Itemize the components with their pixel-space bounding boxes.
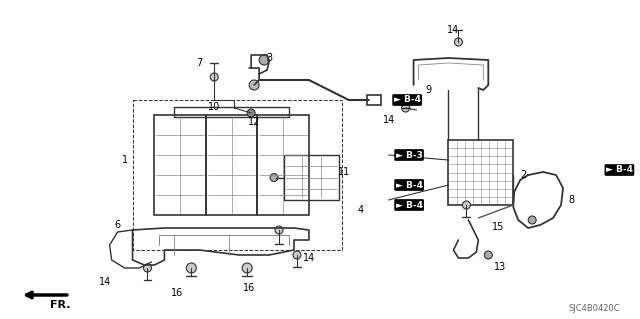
Text: 7: 7	[196, 58, 202, 68]
Circle shape	[484, 251, 492, 259]
Text: FR.: FR.	[49, 300, 70, 310]
Circle shape	[143, 264, 152, 272]
Text: 12: 12	[248, 117, 260, 127]
Circle shape	[186, 263, 196, 273]
Circle shape	[270, 174, 278, 182]
Text: 14: 14	[447, 25, 460, 35]
Text: 9: 9	[426, 85, 431, 95]
Text: SJC4B0420C: SJC4B0420C	[568, 304, 620, 313]
Circle shape	[463, 201, 470, 209]
Text: 2: 2	[520, 170, 526, 180]
Text: ► B-4: ► B-4	[396, 181, 422, 189]
Bar	[449, 140, 513, 205]
Text: 5: 5	[399, 98, 404, 108]
Circle shape	[454, 38, 463, 46]
Bar	[132, 100, 342, 250]
Circle shape	[211, 73, 218, 81]
Circle shape	[247, 109, 255, 117]
Bar	[154, 115, 206, 215]
Text: 6: 6	[115, 220, 121, 230]
Text: 8: 8	[568, 195, 574, 205]
Bar	[284, 155, 339, 200]
Text: ► B-4: ► B-4	[396, 201, 422, 210]
Text: 15: 15	[492, 222, 504, 232]
Text: 14: 14	[99, 277, 111, 287]
Text: 16: 16	[172, 288, 184, 298]
Bar	[367, 95, 381, 105]
Text: 1: 1	[122, 155, 127, 165]
Circle shape	[259, 55, 269, 65]
Text: 13: 13	[494, 262, 506, 272]
Text: 4: 4	[358, 205, 364, 215]
Text: 14: 14	[303, 253, 315, 263]
Text: 10: 10	[208, 102, 220, 112]
Circle shape	[275, 226, 283, 234]
Text: 14: 14	[383, 115, 395, 125]
Bar	[257, 115, 309, 215]
Bar	[206, 115, 257, 215]
Text: ► B-4: ► B-4	[606, 166, 633, 174]
Text: ► B-3: ► B-3	[396, 151, 422, 160]
Bar	[174, 107, 289, 117]
Circle shape	[249, 80, 259, 90]
Text: 16: 16	[243, 283, 255, 293]
Text: 11: 11	[338, 167, 350, 177]
Circle shape	[242, 263, 252, 273]
Circle shape	[528, 216, 536, 224]
Circle shape	[402, 104, 410, 112]
Text: ► B-4: ► B-4	[394, 95, 420, 105]
Text: 3: 3	[266, 53, 272, 63]
Circle shape	[293, 251, 301, 259]
